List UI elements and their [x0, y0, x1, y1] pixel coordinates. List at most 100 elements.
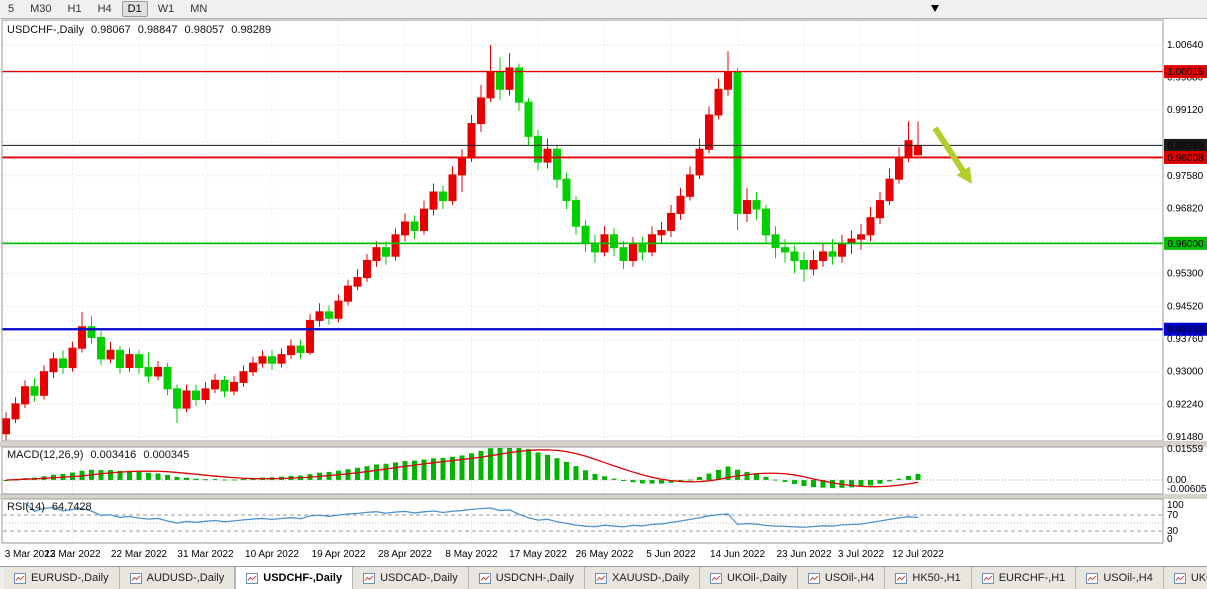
svg-text:0.93760: 0.93760: [1167, 334, 1204, 345]
svg-text:3 Jul 2022: 3 Jul 2022: [838, 549, 885, 560]
tab-label: UKOil-,Daily: [726, 572, 787, 584]
mini-chart-icon: [709, 572, 722, 584]
timeframe-d1[interactable]: D1: [121, 1, 148, 17]
rsi-name: RSI(14): [7, 501, 45, 513]
timeframe-h4[interactable]: H4: [97, 3, 112, 15]
rsi-panel-frame: [1, 498, 1164, 544]
timeframe-mn[interactable]: MN: [190, 3, 208, 15]
svg-text:-0.00605: -0.00605: [1167, 484, 1207, 495]
chart-tab-xauusd-daily[interactable]: XAUUSD-,Daily: [584, 567, 700, 589]
tab-label: USDCNH-,Daily: [495, 572, 574, 584]
svg-text:26 May 2022: 26 May 2022: [576, 549, 634, 560]
symbol-label: USDCHF-,Daily: [7, 24, 84, 36]
mini-chart-icon: [807, 572, 820, 584]
macd-panel-frame: [1, 446, 1164, 495]
svg-text:0.93993: 0.93993: [1167, 325, 1204, 336]
panel-splitter-rsi[interactable]: [0, 494, 1207, 499]
rsi-indicator-label: RSI(14) 64.7428: [7, 501, 99, 513]
svg-text:0.94520: 0.94520: [1167, 302, 1204, 313]
tab-label: USDCAD-,Daily: [380, 572, 458, 584]
tab-label: HK50-,H1: [912, 572, 961, 584]
chart-tab-eurchf-h1[interactable]: EURCHF-,H1: [971, 567, 1077, 589]
ohlc-high: 0.98847: [137, 24, 178, 36]
timeframe-buttons: 5 M30 H1 H4 D1 W1 MN: [0, 1, 213, 17]
svg-text:0.99120: 0.99120: [1167, 105, 1204, 116]
price-tag-1.00015: [1164, 65, 1207, 79]
mini-chart-icon: [1173, 572, 1186, 584]
macd-indicator-label: MACD(12,26,9) 0.003416 0.000345: [7, 449, 196, 461]
svg-text:0.98289: 0.98289: [1167, 141, 1204, 152]
svg-text:14 Jun 2022: 14 Jun 2022: [710, 549, 765, 560]
mini-chart-icon: [981, 572, 994, 584]
chart-tab-usoil-h4[interactable]: USOil-,H4: [1076, 567, 1164, 589]
svg-text:1.00015: 1.00015: [1167, 67, 1204, 78]
svg-text:23 Jun 2022: 23 Jun 2022: [776, 549, 831, 560]
chart-tab-eurusd-daily[interactable]: EURUSD-,Daily: [4, 567, 120, 589]
svg-text:0.01559: 0.01559: [1167, 444, 1204, 455]
chart-tab-usdcnh-daily[interactable]: USDCNH-,Daily: [468, 567, 585, 589]
sell-arrow-annotation[interactable]: [932, 126, 972, 184]
tab-label: USOil-,H4: [824, 572, 875, 584]
svg-text:12 Jul 2022: 12 Jul 2022: [892, 549, 944, 560]
mini-chart-icon: [594, 572, 607, 584]
ohlc-close: 0.98289: [231, 24, 272, 36]
price-tag-0.96000: [1164, 236, 1207, 250]
price-axis[interactable]: [1163, 20, 1207, 543]
chart-tab-audusd-daily[interactable]: AUDUSD-,Daily: [119, 567, 236, 589]
timeframe-h1[interactable]: H1: [67, 3, 82, 15]
macd-signal-line: [5, 449, 919, 488]
svg-text:5 Jun 2022: 5 Jun 2022: [646, 549, 696, 560]
chart-title: USDCHF-,Daily 0.98067 0.98847 0.98057 0.9828…: [7, 24, 278, 36]
tab-label: USDCHF-,Daily: [263, 572, 343, 584]
timeframe-w1[interactable]: W1: [157, 3, 175, 15]
svg-text:0.95300: 0.95300: [1167, 268, 1204, 279]
chart-tab-ukoil-daily[interactable]: UKOil-,Daily: [699, 567, 798, 589]
chart-tab-usdcad-daily[interactable]: USDCAD-,Daily: [353, 567, 469, 589]
chart-tab-usoil-h4[interactable]: USOil-,H4: [797, 567, 886, 589]
svg-text:1.00640: 1.00640: [1167, 40, 1204, 51]
svg-text:10 Apr 2022: 10 Apr 2022: [245, 549, 299, 560]
tab-label: UKOil-,H4: [1190, 572, 1207, 584]
mini-chart-icon: [246, 572, 259, 584]
gridlines: [3, 21, 1162, 543]
svg-text:0.97580: 0.97580: [1167, 171, 1204, 182]
svg-text:0.96820: 0.96820: [1167, 203, 1204, 214]
chart-canvas[interactable]: 1.006400.998800.991200.975800.968200.953…: [0, 0, 1207, 566]
mini-chart-icon: [895, 572, 908, 584]
chart-tab-ukoil-h4[interactable]: UKOil-,H4: [1163, 567, 1207, 589]
svg-text:70: 70: [1167, 510, 1179, 521]
chart-shift-marker[interactable]: [931, 5, 939, 12]
svg-text:28 Apr 2022: 28 Apr 2022: [378, 549, 432, 560]
mini-chart-icon: [129, 572, 142, 584]
svg-text:0: 0: [1167, 534, 1173, 545]
chart-tab-usdchf-daily[interactable]: USDCHF-,Daily: [235, 567, 354, 589]
svg-text:19 Apr 2022: 19 Apr 2022: [312, 549, 366, 560]
rsi-value: 64.7428: [51, 501, 92, 513]
rsi-line: [24, 502, 919, 528]
mini-chart-icon: [1086, 572, 1099, 584]
timeframe-5[interactable]: 5: [8, 3, 15, 15]
svg-text:0.93000: 0.93000: [1167, 367, 1204, 378]
macd-axis-labels: 0.01559 0.00-0.00605: [1167, 444, 1207, 495]
svg-text:0.92240: 0.92240: [1167, 399, 1204, 410]
price-tag-0.98289: [1164, 138, 1207, 152]
mini-chart-icon: [478, 572, 491, 584]
svg-text:0.00: 0.00: [1167, 475, 1187, 486]
tab-label: USOil-,H4: [1103, 572, 1153, 584]
svg-text:31 Mar 2022: 31 Mar 2022: [177, 549, 234, 560]
tab-label: AUDUSD-,Daily: [146, 572, 225, 584]
timeframe-m30[interactable]: M30: [30, 3, 52, 15]
panel-splitter-macd[interactable]: [0, 441, 1207, 447]
svg-text:3 Mar 2022: 3 Mar 2022: [5, 549, 56, 560]
timeframe-toolbar: 5 M30 H1 H4 D1 W1 MN: [0, 0, 1207, 19]
chart-tab-hk50-h1[interactable]: HK50-,H1: [885, 567, 972, 589]
price-tag-0.98008: [1164, 150, 1207, 164]
macd-signal-value: 0.000345: [143, 449, 190, 461]
svg-text:17 May 2022: 17 May 2022: [509, 549, 567, 560]
tab-label: EURCHF-,H1: [998, 572, 1066, 584]
macd-name: MACD(12,26,9): [7, 449, 84, 461]
mini-chart-icon: [14, 572, 26, 584]
